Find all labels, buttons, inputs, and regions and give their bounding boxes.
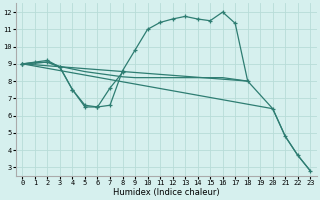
- X-axis label: Humidex (Indice chaleur): Humidex (Indice chaleur): [113, 188, 220, 197]
